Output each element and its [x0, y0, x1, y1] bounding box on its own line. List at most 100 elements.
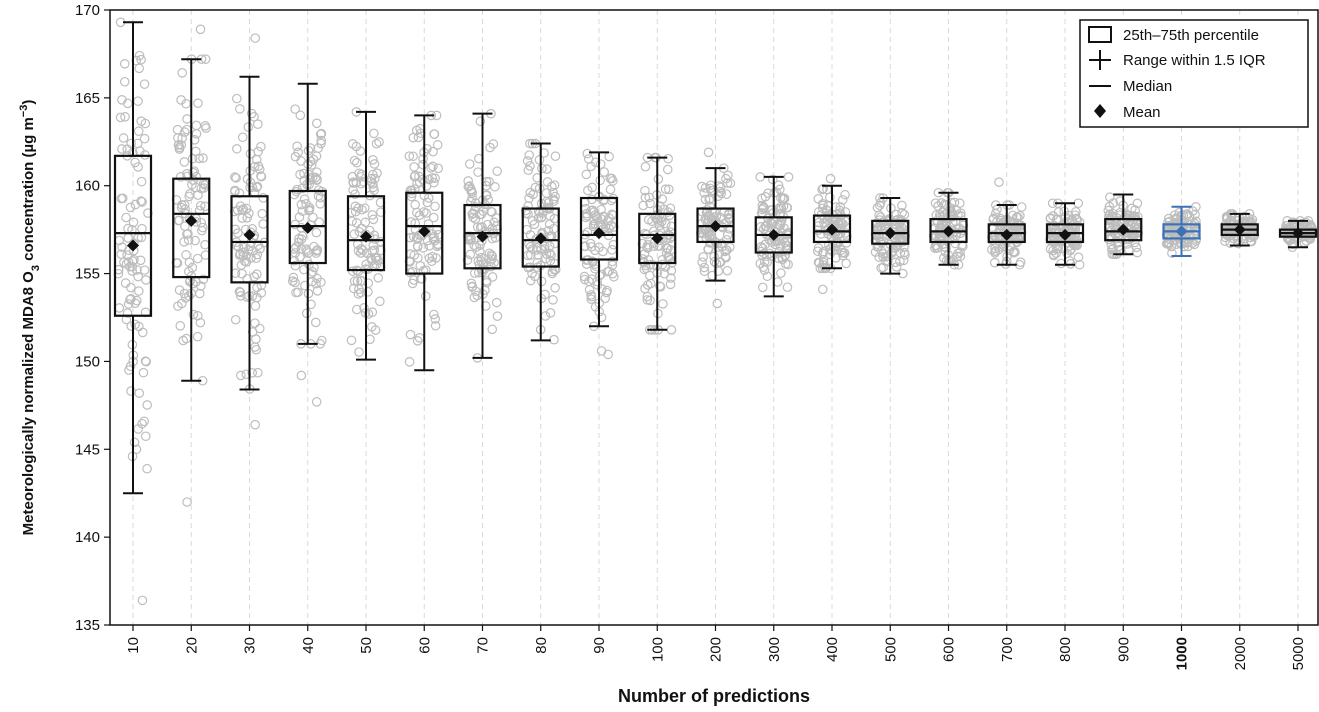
sample-point [426, 163, 436, 173]
sample-point [1227, 227, 1237, 238]
sample-point [775, 184, 785, 195]
sample-point [722, 245, 732, 256]
sample-point [247, 182, 258, 192]
sample-point [665, 279, 676, 290]
sample-point [640, 161, 651, 172]
sample-point [824, 240, 834, 250]
sample-point [292, 141, 302, 152]
sample-point [955, 251, 966, 262]
mean-marker [1117, 223, 1130, 236]
sample-point [366, 173, 377, 184]
sample-point [875, 236, 886, 247]
sample-point [367, 246, 378, 256]
legend-box-symbol [1088, 26, 1112, 43]
sample-point [1189, 239, 1200, 250]
mean-marker [884, 227, 897, 240]
sample-point [258, 193, 269, 203]
sample-point [256, 141, 266, 152]
sample-point [429, 129, 439, 139]
sample-point [422, 235, 433, 246]
sample-point [760, 239, 770, 250]
sample-point [649, 241, 659, 252]
sample-point [197, 225, 207, 236]
mean-marker [127, 239, 139, 252]
sample-point [755, 258, 766, 269]
sample-point [430, 201, 440, 212]
sample-point [547, 268, 558, 279]
sample-point [373, 273, 384, 283]
sample-point [256, 171, 266, 181]
y-axis-title: Meteorologically normalized MDA8 O3 conc… [18, 100, 42, 536]
sample-point [579, 271, 590, 282]
sample-point [427, 173, 438, 183]
sample-point [897, 207, 907, 218]
sample-point [664, 184, 674, 195]
sample-point [607, 245, 617, 255]
x-tick-label: 500 [882, 637, 899, 662]
sample-point [253, 161, 264, 171]
sample-point [134, 388, 145, 398]
sample-point [118, 133, 129, 143]
sample-point [432, 140, 443, 150]
sample-point [142, 400, 153, 410]
sample-point [311, 118, 322, 129]
sample-point [405, 329, 416, 340]
iqr-box [579, 196, 619, 261]
sample-point [246, 108, 257, 119]
sample-point [481, 276, 492, 286]
sample-point [177, 133, 187, 143]
sample-point [299, 194, 310, 204]
y-axis-title-main: Meteorologically normalized MDA8 O [20, 271, 37, 536]
sample-point [182, 114, 192, 124]
sample-point [184, 257, 195, 268]
sample-point [188, 309, 199, 320]
sample-point [374, 137, 384, 147]
x-tick-label: 400 [824, 637, 841, 662]
sample-point [301, 308, 312, 319]
sample-point [602, 266, 613, 277]
sample-point [182, 229, 192, 240]
sample-point [310, 317, 321, 328]
sample-point [120, 278, 131, 288]
sample-point [190, 235, 200, 246]
sample-point [522, 156, 533, 166]
x-tick-label: 40 [300, 637, 317, 654]
sample-point [418, 154, 428, 164]
sample-point [582, 227, 593, 238]
sample-point [143, 208, 153, 218]
sample-point [540, 241, 550, 252]
sample-point [404, 151, 415, 161]
sample-point [242, 292, 253, 302]
sample-point [242, 212, 253, 223]
sample-point [179, 199, 190, 210]
x-tick-label: 700 [999, 637, 1016, 662]
sample-point [475, 240, 485, 250]
sample-point [316, 135, 327, 146]
sample-point [1063, 214, 1073, 224]
sample-point [409, 250, 420, 260]
sample-point [583, 154, 594, 164]
sample-point [547, 181, 557, 192]
sample-point [117, 193, 128, 204]
mean-marker [476, 230, 489, 243]
sample-point [841, 258, 851, 269]
sample-point [1074, 217, 1085, 227]
sample-point [140, 431, 151, 442]
sample-point [312, 175, 322, 186]
sample-point [783, 172, 794, 182]
sample-point [251, 334, 261, 344]
sample-point [892, 241, 902, 251]
sample-point [757, 282, 768, 293]
y-tick-label: 135 [75, 617, 100, 634]
sample-point [550, 191, 560, 202]
sample-point [119, 76, 130, 87]
sample-point [347, 266, 358, 276]
sample-point [899, 247, 910, 258]
sample-point [587, 194, 597, 205]
sample-point [941, 243, 951, 253]
sample-point [297, 183, 308, 194]
sample-point [250, 318, 260, 328]
sample-point [606, 220, 617, 231]
sample-point [1115, 196, 1125, 206]
